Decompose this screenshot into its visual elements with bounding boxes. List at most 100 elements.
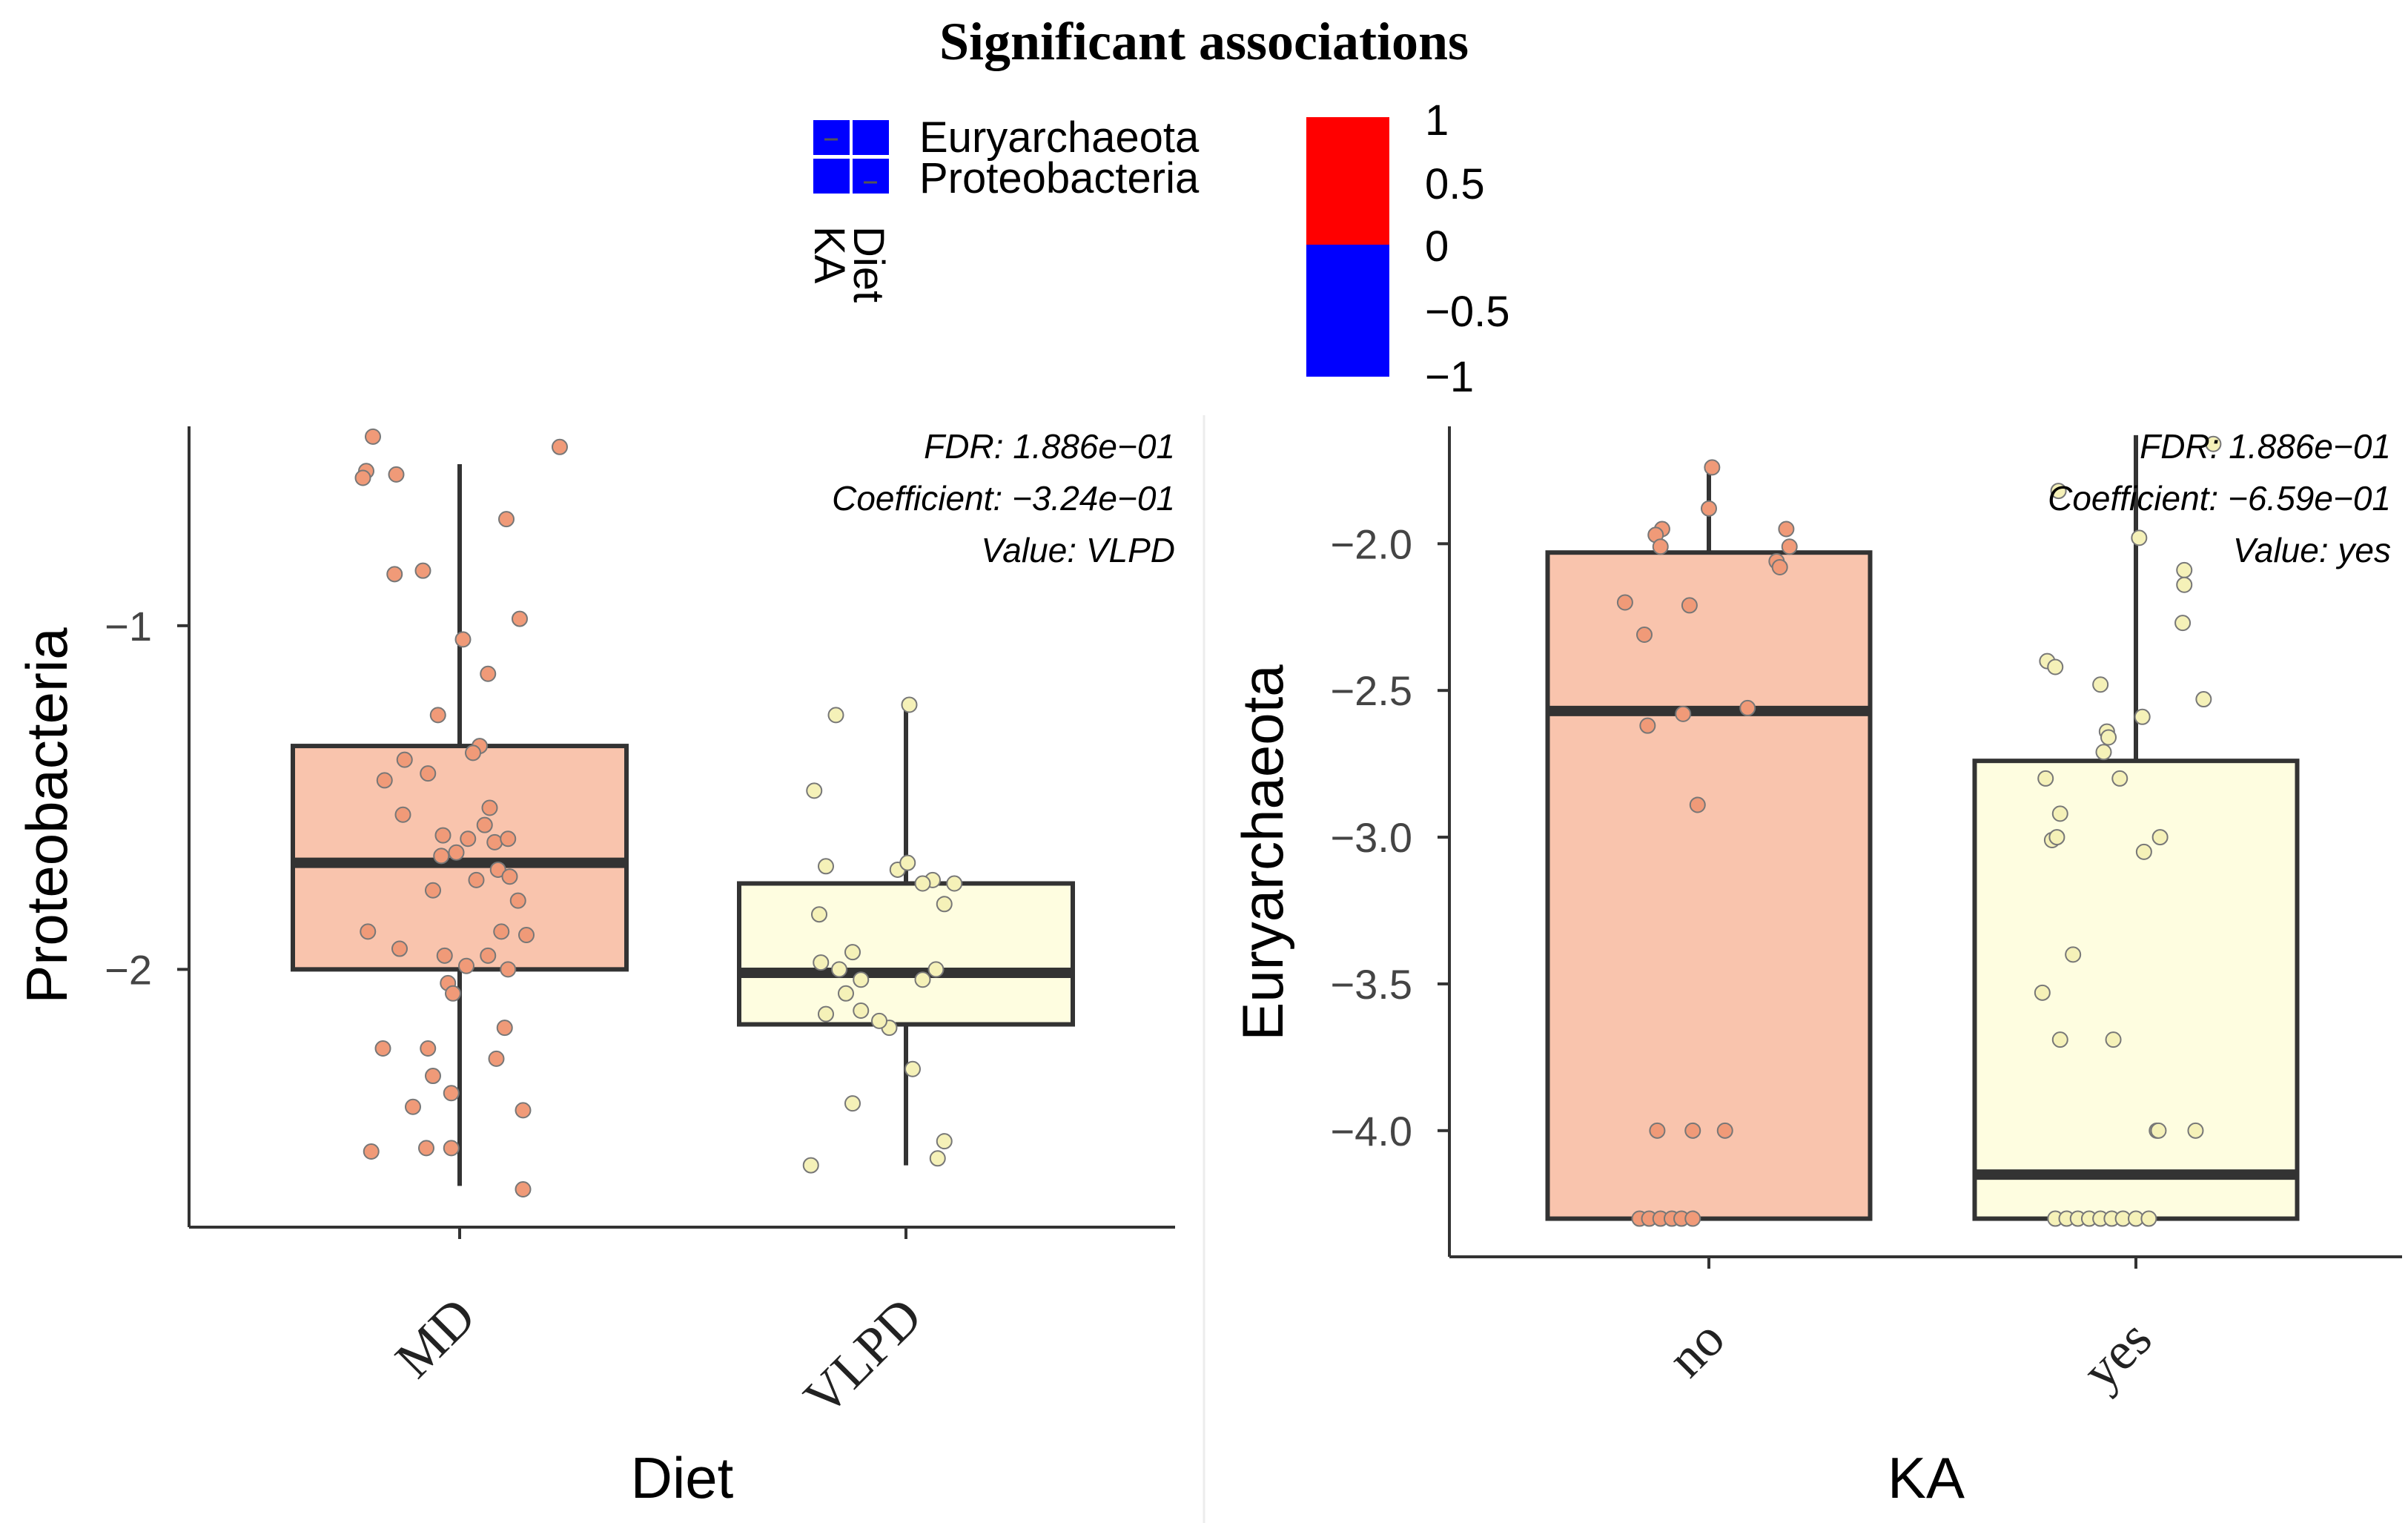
colorbar-tick: −0.5 — [1425, 288, 1510, 336]
y-tick-label: −2.0 — [1330, 521, 1412, 567]
heatmap-row-label-euryarchaeota: Euryarchaeota — [919, 113, 1200, 162]
data-point — [512, 610, 528, 627]
data-point — [1739, 699, 1756, 716]
annotation-line: Coefficient: −3.24e−01 — [832, 479, 1175, 518]
data-point — [827, 707, 844, 724]
data-point — [2131, 529, 2148, 546]
box-VLPD — [737, 881, 1075, 1027]
y-tick-label: −1 — [105, 603, 152, 650]
heatmap-col-label-diet: Diet — [844, 226, 893, 303]
annotation-line: Coefficient: −6.59e−01 — [2048, 479, 2391, 518]
data-point — [1684, 1210, 1701, 1227]
data-point — [2050, 483, 2067, 500]
data-point — [1639, 717, 1656, 734]
data-point — [396, 751, 413, 768]
data-point — [445, 985, 461, 1002]
data-point — [899, 854, 916, 871]
data-point — [914, 971, 931, 988]
data-point — [1616, 594, 1633, 611]
data-point — [914, 875, 931, 892]
data-point — [496, 1020, 513, 1037]
data-point — [433, 848, 450, 865]
data-point — [365, 428, 381, 445]
data-point — [2134, 708, 2151, 725]
data-point — [936, 1133, 953, 1150]
ka-boxplot-panel: −2.0 −2.5 −3.0 −3.5 −4.0 no yes FDR: 1.886e−01… — [1230, 426, 2402, 1510]
data-point — [414, 562, 431, 579]
data-point — [468, 871, 485, 888]
data-point — [2051, 1031, 2068, 1048]
data-point — [2047, 658, 2064, 675]
data-point — [904, 1060, 921, 1077]
data-point — [394, 806, 411, 823]
data-point — [2195, 691, 2212, 708]
data-point — [500, 830, 517, 848]
heatmap-cell-euryarchaeota-ka — [853, 120, 889, 155]
data-point — [2065, 946, 2082, 963]
data-point — [493, 923, 510, 940]
data-point — [871, 1012, 887, 1029]
data-point — [2095, 744, 2112, 761]
data-point — [838, 985, 854, 1002]
data-point — [2111, 770, 2128, 787]
y-axis-title: Euryarchaeota — [1230, 664, 1295, 1041]
data-point — [2105, 1031, 2122, 1048]
colorbar-positive — [1306, 117, 1389, 245]
data-point — [434, 827, 452, 844]
data-point — [927, 961, 945, 978]
x-axis-title: Diet — [631, 1445, 734, 1510]
colorbar-tick: 0 — [1425, 222, 1449, 271]
y-axis-title: Proteobacteria — [14, 627, 79, 1004]
data-point — [2092, 676, 2109, 693]
data-point — [480, 665, 497, 682]
annotation-line: FDR: 1.886e−01 — [924, 427, 1175, 466]
data-point — [388, 466, 405, 483]
data-point — [515, 1102, 532, 1119]
data-point — [460, 830, 477, 848]
box-no — [1545, 550, 1873, 1221]
data-point — [360, 923, 377, 940]
colorbar-tick: 1 — [1425, 96, 1449, 145]
data-point — [458, 957, 474, 974]
data-point — [443, 1140, 460, 1157]
data-point — [1675, 705, 1692, 722]
data-point — [500, 961, 517, 978]
data-point — [2187, 1122, 2204, 1139]
data-point — [509, 892, 526, 909]
colorbar-tick: 0.5 — [1425, 160, 1485, 208]
x-axis-title: KA — [1888, 1445, 1965, 1510]
data-point — [420, 765, 437, 782]
data-point — [405, 1098, 421, 1115]
data-point — [1771, 558, 1788, 575]
data-point — [1681, 597, 1698, 614]
data-point — [2176, 576, 2193, 593]
data-point — [2205, 435, 2222, 452]
data-point — [429, 707, 446, 724]
data-point — [363, 1143, 380, 1160]
data-point — [2140, 1210, 2157, 1227]
data-point — [2135, 843, 2152, 860]
data-point — [844, 1095, 861, 1112]
data-point — [1778, 521, 1795, 538]
heatmap-legend: Euryarchaeota Proteobacteria Diet KA — [805, 113, 1200, 303]
heatmap-cell-proteobacteria-diet — [813, 159, 850, 194]
colorbar: 1 0.5 0 −0.5 −1 — [1306, 96, 1510, 401]
data-point — [929, 1150, 946, 1167]
data-point — [498, 511, 515, 528]
data-point — [853, 971, 870, 988]
data-point — [2100, 729, 2117, 746]
data-point — [480, 947, 497, 964]
data-point — [376, 772, 393, 789]
heatmap-col-label-ka: KA — [805, 226, 853, 284]
data-point — [802, 1157, 819, 1174]
diet-boxplot-panel: −1 −2 MD VLPD FDR: 1.886e−01 Coefficient: −3… — [14, 426, 1175, 1510]
data-point — [813, 954, 830, 971]
data-point — [946, 875, 963, 892]
x-tick-label: no — [1656, 1309, 1736, 1388]
data-point — [2037, 770, 2054, 787]
data-point — [391, 940, 408, 957]
data-point — [1652, 538, 1669, 555]
x-tick-label: VLPD — [793, 1286, 933, 1427]
data-point — [515, 1181, 532, 1198]
